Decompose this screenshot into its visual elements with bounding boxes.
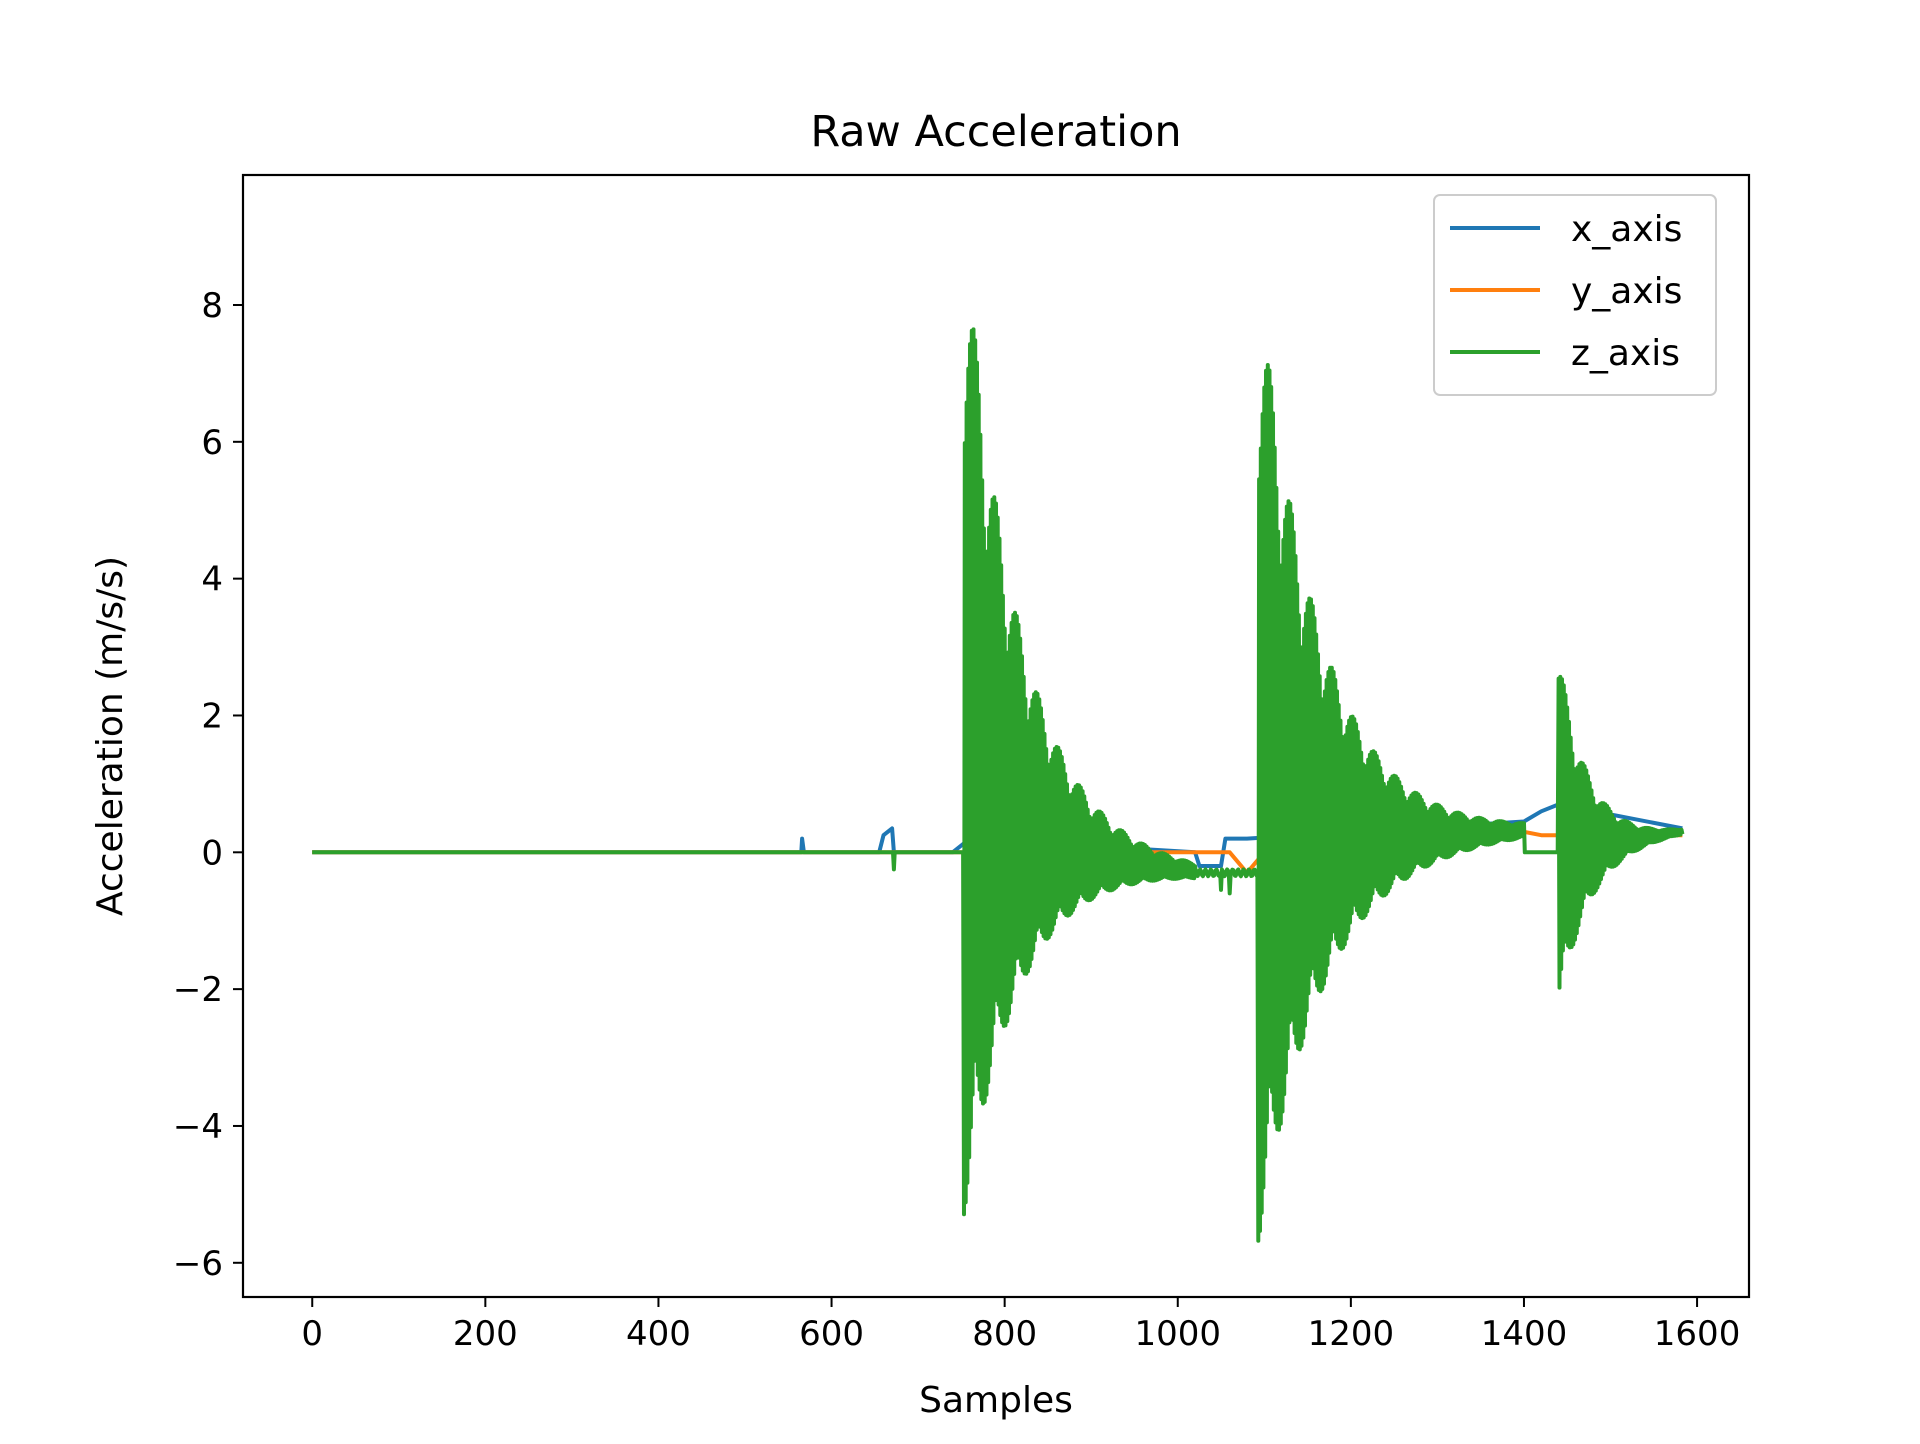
x-tick-label: 200 bbox=[453, 1314, 518, 1354]
plot-area bbox=[311, 327, 1685, 1243]
y-tick-label: −4 bbox=[173, 1107, 223, 1147]
legend-label-x_axis: x_axis bbox=[1571, 209, 1682, 250]
legend-label-z_axis: z_axis bbox=[1571, 333, 1680, 374]
x-tick-label: 0 bbox=[301, 1314, 323, 1354]
chart-title: Raw Acceleration bbox=[810, 107, 1181, 157]
y-tick-label: −6 bbox=[173, 1244, 223, 1284]
x-tick-label: 400 bbox=[626, 1314, 691, 1354]
y-tick-label: 8 bbox=[201, 286, 223, 326]
x-tick-label: 1200 bbox=[1308, 1314, 1395, 1354]
y-tick-label: 0 bbox=[201, 833, 223, 873]
x-tick-label: 800 bbox=[972, 1314, 1037, 1354]
plot-frame bbox=[241, 173, 1751, 1299]
x-axis-title: Samples bbox=[919, 1380, 1073, 1421]
y-tick-label: 6 bbox=[201, 423, 223, 463]
series-line-z_axis bbox=[311, 327, 1685, 1243]
x-tick-label: 600 bbox=[799, 1314, 864, 1354]
axis-ticks: 0 200 400 600 800 1000 1200 1400 1600 −6 −4 −2 0 2 4 6 8 bbox=[173, 286, 1740, 1354]
legend: x_axis y_axis z_axis bbox=[1433, 194, 1717, 396]
y-tick-label: −2 bbox=[173, 970, 223, 1010]
y-tick-label: 2 bbox=[201, 696, 223, 736]
y-tick-label: 4 bbox=[201, 560, 223, 600]
x-tick-label: 1400 bbox=[1481, 1314, 1568, 1354]
legend-box bbox=[1433, 194, 1717, 396]
legend-label-y_axis: y_axis bbox=[1571, 271, 1682, 312]
x-tick-label: 1000 bbox=[1134, 1314, 1221, 1354]
x-tick-label: 1600 bbox=[1654, 1314, 1741, 1354]
y-axis-title: Acceleration (m/s/s) bbox=[90, 556, 131, 916]
